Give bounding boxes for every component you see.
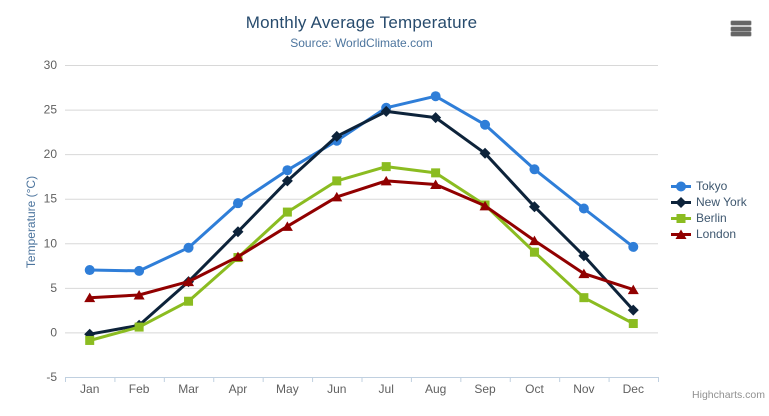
y-tick-label: 15 <box>44 192 58 206</box>
legend-label: New York <box>696 195 747 209</box>
highcharts-credit-link[interactable]: Highcharts.com <box>692 389 765 401</box>
x-tick-label: Jun <box>327 382 346 396</box>
legend-item-berlin[interactable]: Berlin <box>671 210 747 226</box>
y-tick-label: 25 <box>44 103 58 117</box>
legend-item-new-york[interactable]: New York <box>671 194 747 210</box>
y-tick-label: 0 <box>50 325 57 339</box>
hamburger-bar <box>731 26 751 31</box>
x-axis-labels: Jan Feb Mar Apr May Jun Jul Aug Sep Oct Nov Dec <box>80 382 644 396</box>
y-axis-labels: -5 0 5 10 15 20 25 30 <box>44 58 58 384</box>
chart-title: Monthly Average Temperature <box>245 13 478 32</box>
y-axis-title: Temperature (°C) <box>24 175 38 269</box>
x-tick-label: Oct <box>525 382 544 396</box>
y-gridlines <box>65 65 658 334</box>
x-tick-label: Mar <box>178 382 199 396</box>
export-menu-icon[interactable] <box>731 21 751 36</box>
x-tick-label: Dec <box>623 382 644 396</box>
legend-label: London <box>696 227 737 241</box>
diamond-legend-marker-icon <box>671 196 691 208</box>
x-tick-label: May <box>276 382 299 396</box>
x-tick-label: Jan <box>80 382 99 396</box>
triangle-legend-marker-icon <box>671 229 691 239</box>
x-axis <box>65 377 659 382</box>
series-new-york[interactable] <box>84 105 639 340</box>
legend: Tokyo New York Berlin London <box>671 178 747 242</box>
legend-item-tokyo[interactable]: Tokyo <box>671 178 747 194</box>
hamburger-bar <box>731 21 751 25</box>
x-tick-label: Aug <box>425 382 446 396</box>
legend-label: Berlin <box>696 211 727 225</box>
x-tick-label: Apr <box>229 382 248 396</box>
x-tick-label: Feb <box>129 382 150 396</box>
y-tick-label: 30 <box>44 58 58 72</box>
y-tick-label: 10 <box>44 236 58 250</box>
circle-legend-marker-icon <box>671 181 691 191</box>
y-tick-label: -5 <box>46 370 57 384</box>
hamburger-bar <box>731 32 751 36</box>
y-tick-label: 20 <box>44 147 58 161</box>
x-tick-label: Nov <box>573 382 594 396</box>
square-legend-marker-icon <box>671 213 691 223</box>
x-tick-label: Jul <box>379 382 394 396</box>
legend-item-london[interactable]: London <box>671 226 747 242</box>
series-london[interactable] <box>84 175 639 303</box>
series-tokyo[interactable] <box>84 91 639 276</box>
chart-subtitle: Source: WorldClimate.com <box>290 36 433 50</box>
y-tick-label: 5 <box>50 281 57 295</box>
legend-label: Tokyo <box>696 179 728 193</box>
x-tick-label: Sep <box>474 382 496 396</box>
